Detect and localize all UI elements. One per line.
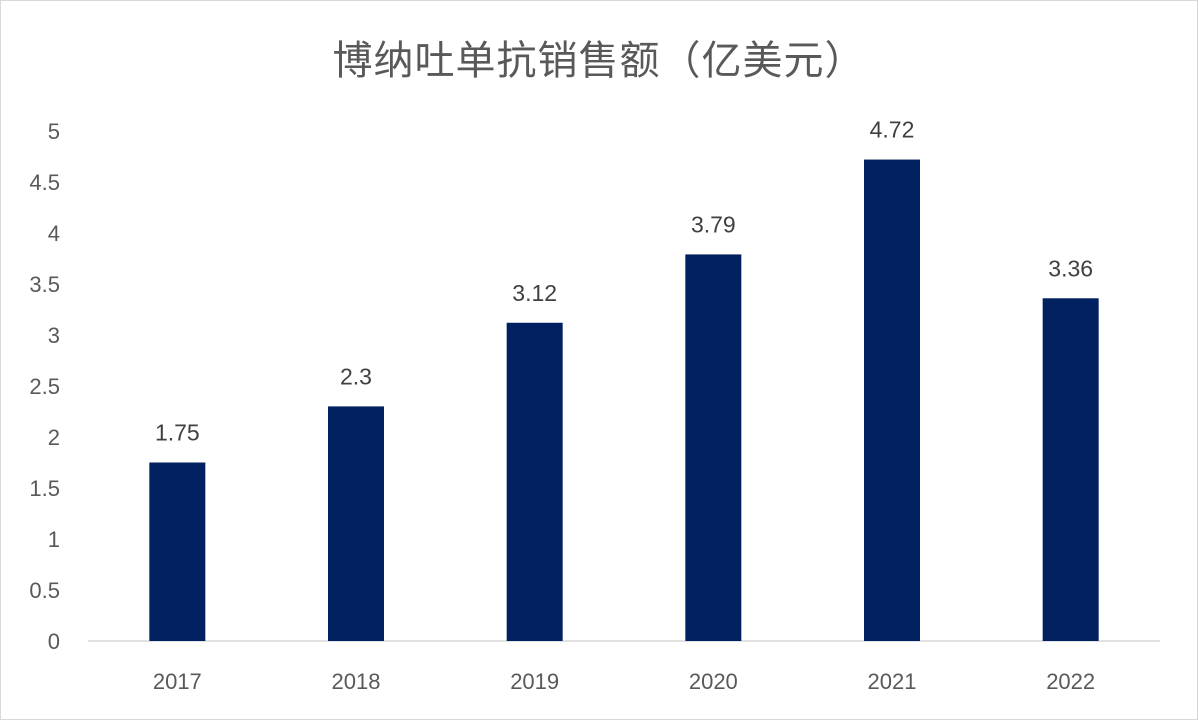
- y-tick-label: 1.5: [29, 476, 60, 501]
- chart-title: 博纳吐单抗销售额（亿美元）: [332, 38, 866, 84]
- x-tick-label: 2019: [510, 669, 559, 694]
- x-tick-label: 2017: [153, 669, 202, 694]
- data-label: 2.3: [340, 363, 372, 389]
- x-tick-label: 2020: [689, 669, 738, 694]
- x-tick-label: 2022: [1046, 669, 1095, 694]
- bar: [149, 462, 206, 641]
- y-tick-label: 5: [48, 119, 60, 144]
- data-label: 1.75: [155, 420, 200, 446]
- y-tick-label: 4.5: [29, 170, 60, 195]
- x-tick-label: 2018: [332, 669, 381, 694]
- x-tick-label: 2021: [868, 669, 917, 694]
- y-tick-label: 0.5: [29, 578, 60, 603]
- y-tick-label: 3: [48, 323, 60, 348]
- bar: [864, 159, 920, 641]
- bar: [1042, 298, 1099, 641]
- bar: [685, 254, 742, 642]
- y-tick-label: 0: [48, 629, 60, 654]
- y-tick-label: 1: [48, 527, 60, 552]
- y-tick-label: 2.5: [29, 374, 60, 399]
- bar: [328, 406, 384, 641]
- data-label: 3.79: [691, 211, 736, 237]
- bar: [506, 322, 563, 641]
- data-label: 3.36: [1048, 255, 1093, 281]
- data-label: 3.12: [512, 280, 557, 306]
- y-tick-label: 3.5: [29, 272, 60, 297]
- y-tick-label: 2: [48, 425, 60, 450]
- data-label: 4.72: [870, 117, 915, 143]
- y-tick-label: 4: [48, 221, 60, 246]
